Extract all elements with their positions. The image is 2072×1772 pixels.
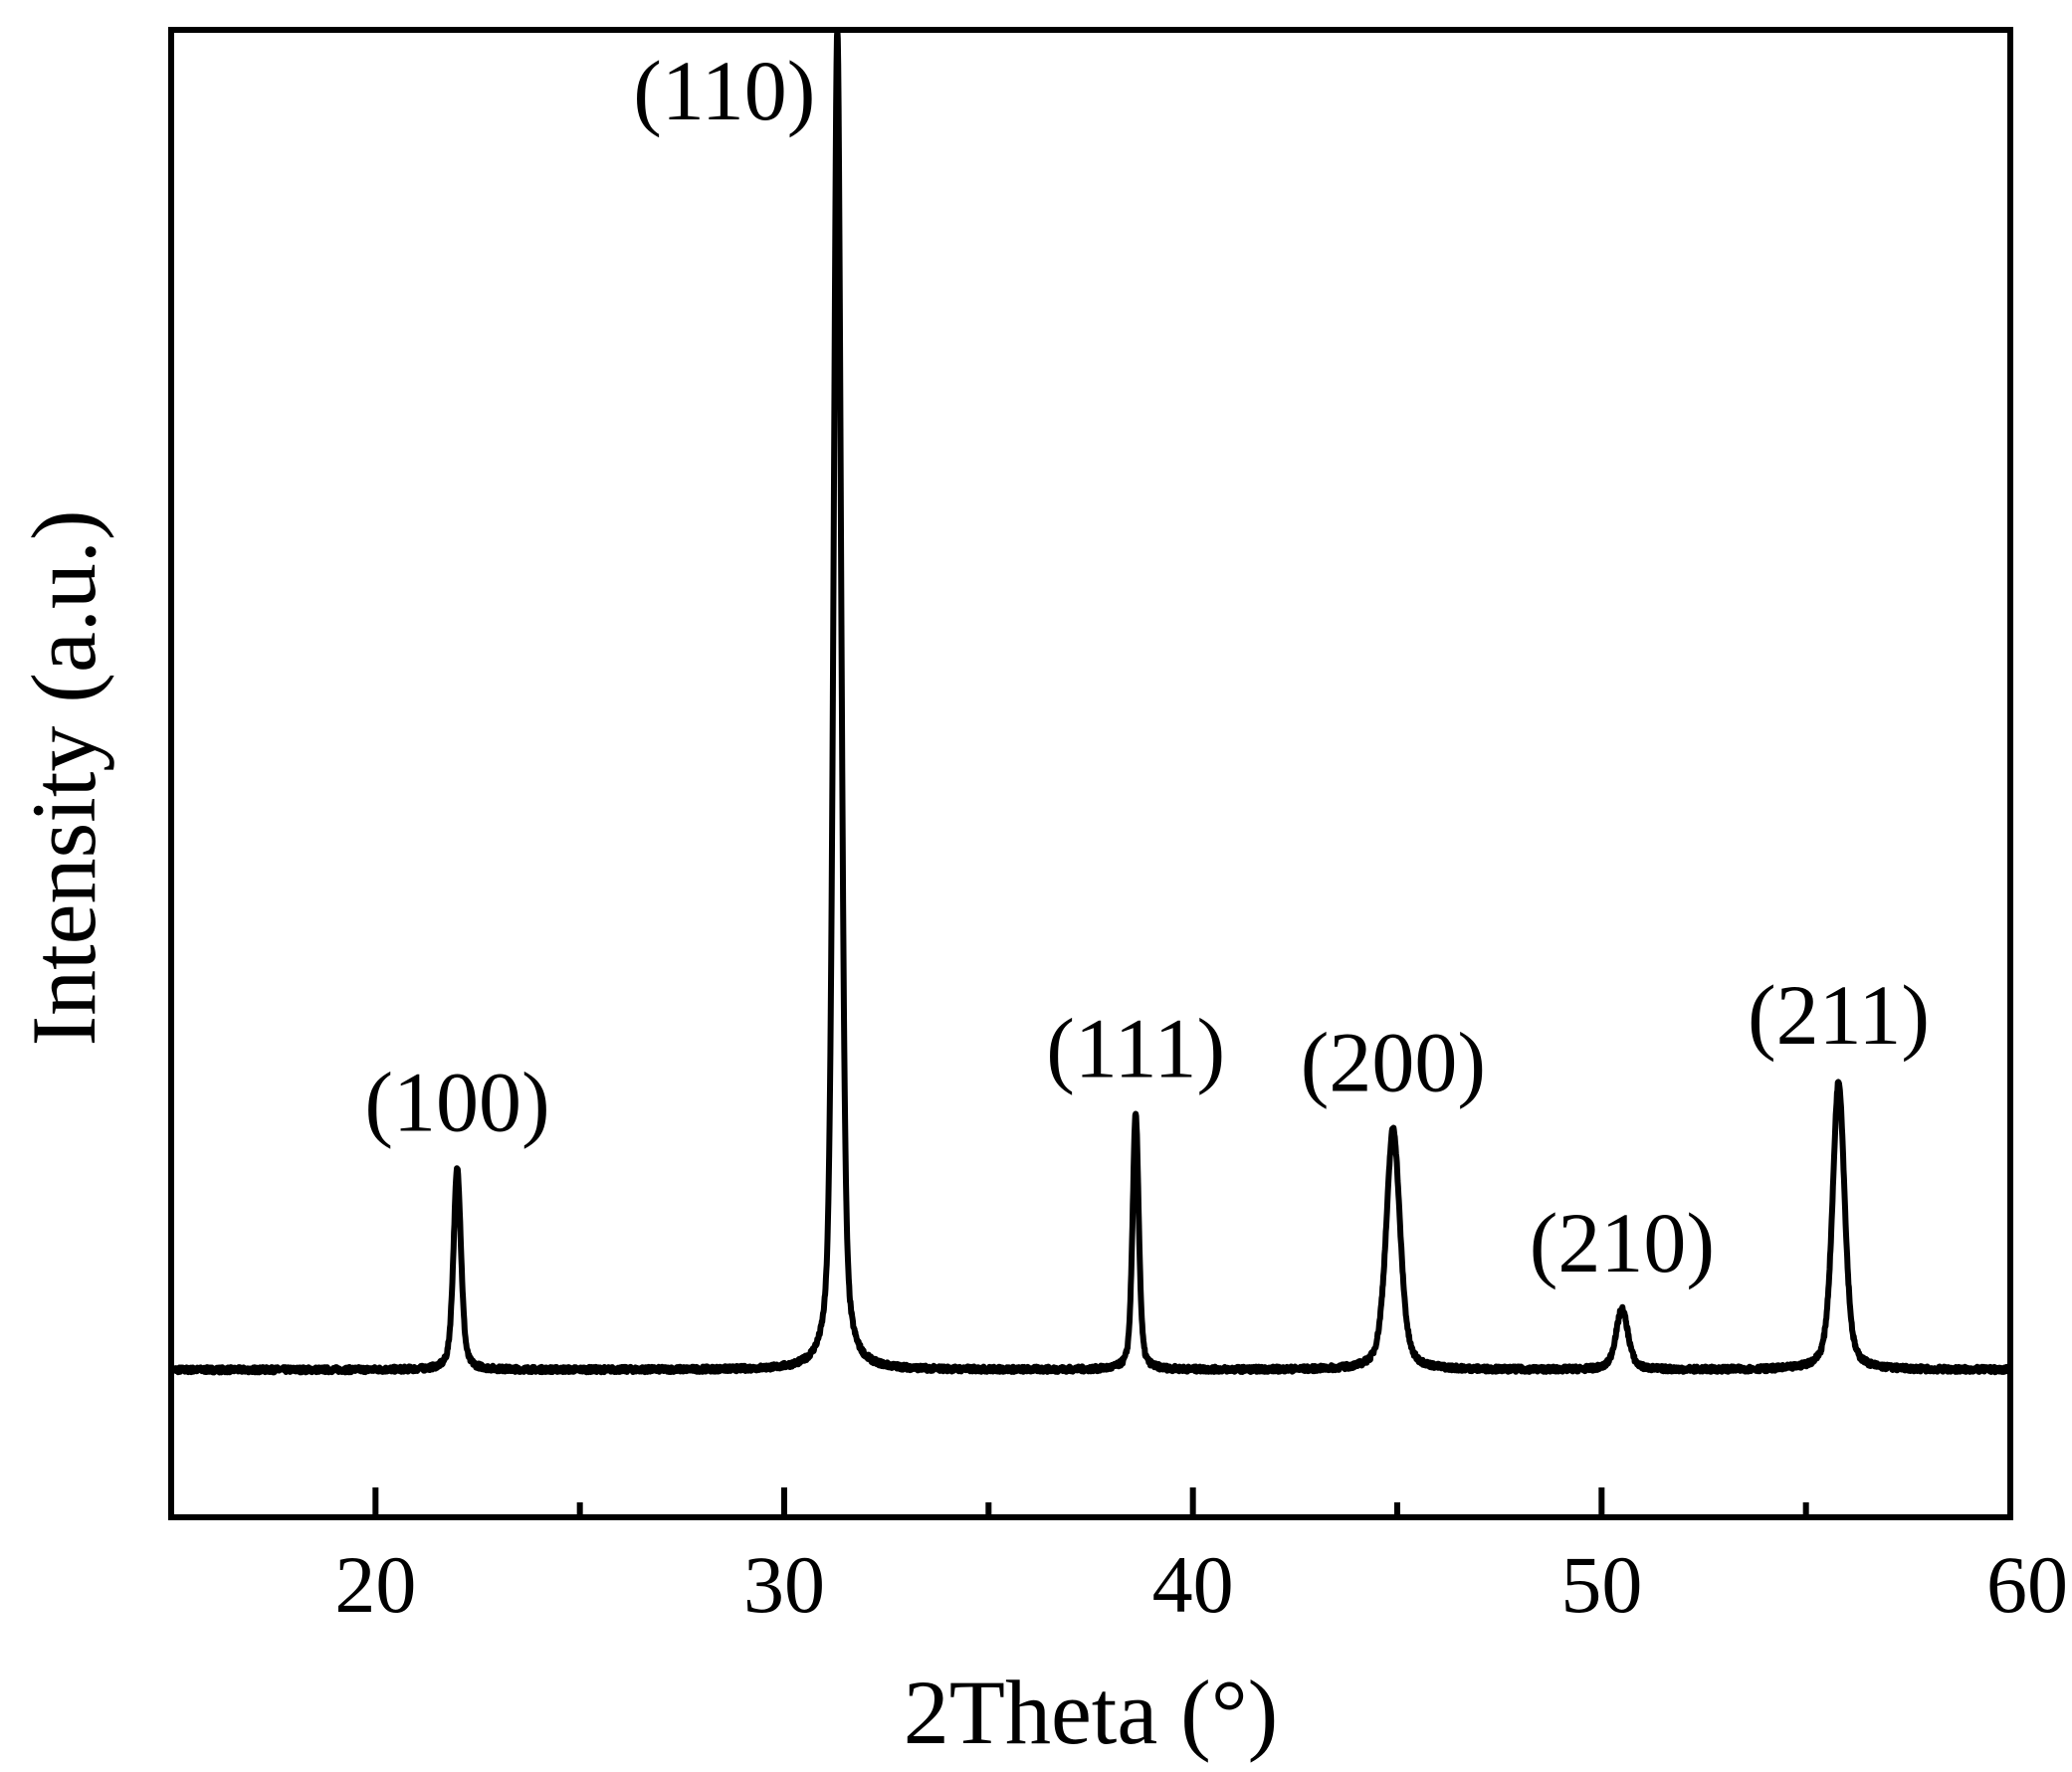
x-axis-label: 2Theta (°) (904, 1662, 1279, 1763)
x-tick-label-60: 60 (1986, 1539, 2068, 1630)
peak-label-211: (211) (1748, 967, 1930, 1063)
x-tick-label-50: 50 (1560, 1539, 1642, 1630)
xrd-pattern-line (168, 26, 2013, 1376)
peak-label-110: (110) (633, 43, 815, 138)
x-tick-label-30: 30 (743, 1539, 825, 1630)
x-tick-label-40: 40 (1152, 1539, 1234, 1630)
peak-label-200: (200) (1301, 1014, 1486, 1109)
x-axis-tick-labels: 20 30 40 50 60 (334, 1539, 2068, 1630)
x-axis-ticks (372, 1487, 1809, 1517)
peak-label-210: (210) (1530, 1195, 1715, 1290)
peak-label-100: (100) (364, 1055, 549, 1150)
peak-label-111: (111) (1046, 1001, 1225, 1096)
x-tick-label-20: 20 (334, 1539, 416, 1630)
peak-labels: (100) (110) (111) (200) (210) (211) (364, 43, 1930, 1290)
plot-frame (168, 27, 2013, 1520)
y-axis-label: Intensity (a.u.) (13, 509, 114, 1046)
